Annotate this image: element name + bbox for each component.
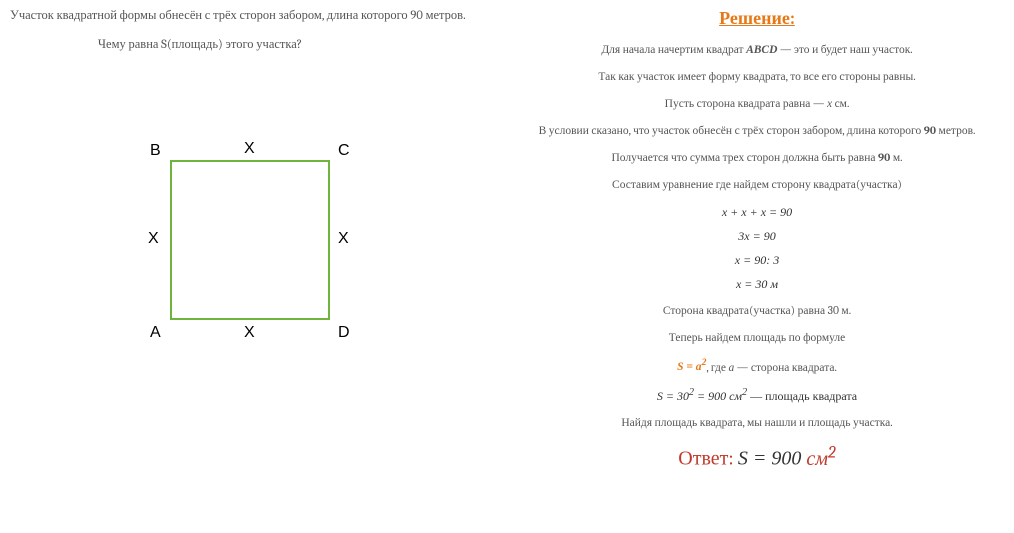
solution-heading: Решение: bbox=[510, 8, 1004, 29]
solution-line-10: Найдя площадь квадрата, мы нашли и площа… bbox=[510, 416, 1004, 431]
solution-line-7: Сторона квадрата(участка) равна 30 м. bbox=[510, 304, 1004, 319]
text: Получается что сумма трех сторон должна … bbox=[612, 151, 879, 164]
side-label-bottom: X bbox=[244, 324, 255, 342]
text: Пусть сторона квадрата равна — bbox=[665, 97, 827, 110]
answer-line: Ответ: S = 900 см2 bbox=[510, 443, 1004, 471]
equation-1: x + x + x = 90 bbox=[510, 205, 1004, 220]
solution-line-3: Пусть сторона квадрата равна — x см. bbox=[510, 97, 1004, 112]
side-label-right: X bbox=[338, 230, 349, 248]
text: — сторона квадрата. bbox=[734, 360, 837, 373]
bold-text: 90 bbox=[878, 151, 890, 164]
solution-column: Решение: Для начала начертим квадрат ABC… bbox=[500, 0, 1014, 533]
text: , где bbox=[706, 360, 728, 373]
equation-4: x = 30 м bbox=[510, 277, 1004, 292]
solution-line-1: Для начала начертим квадрат ABCD — это и… bbox=[510, 43, 1004, 58]
text: S = 30 bbox=[657, 389, 689, 403]
solution-line-5: Получается что сумма трех сторон должна … bbox=[510, 151, 1004, 166]
answer-value: S = 900 bbox=[738, 448, 807, 470]
text: = 900 см bbox=[694, 389, 742, 403]
text: В условии сказано, что участок обнесён с… bbox=[539, 124, 924, 137]
solution-line-8: Теперь найдем площадь по формуле bbox=[510, 331, 1004, 346]
vertex-C: C bbox=[338, 142, 350, 160]
square-shape bbox=[170, 160, 330, 320]
text: см bbox=[806, 447, 828, 470]
vertex-B: B bbox=[150, 142, 161, 160]
text: Для начала начертим квадрат bbox=[601, 43, 746, 56]
problem-column: Участок квадратной формы обнесён с трёх … bbox=[0, 0, 500, 533]
side-label-top: X bbox=[244, 140, 255, 158]
text: — площадь квадрата bbox=[747, 389, 857, 403]
text: метров. bbox=[936, 124, 975, 137]
text: см. bbox=[832, 97, 849, 110]
solution-line-2: Так как участок имеет форму квадрата, то… bbox=[510, 70, 1004, 85]
bold-text: ABCD bbox=[746, 44, 777, 56]
equation-5: S = 302 = 900 см2 — площадь квадрата bbox=[510, 387, 1004, 404]
vertex-D: D bbox=[338, 324, 350, 342]
problem-text-line1: Участок квадратной формы обнесён с трёх … bbox=[10, 8, 490, 23]
text: — это и будет наш участок. bbox=[777, 43, 912, 56]
bold-text: 90 bbox=[924, 124, 936, 137]
side-label-left: X bbox=[148, 230, 159, 248]
formula-accent: S = a2 bbox=[677, 361, 706, 373]
superscript: 2 bbox=[828, 443, 836, 462]
equation-2: 3x = 90 bbox=[510, 229, 1004, 244]
solution-formula: S = a2, где a — сторона квадрата. bbox=[510, 358, 1004, 376]
vertex-A: A bbox=[150, 324, 161, 342]
answer-label: Ответ: bbox=[678, 447, 738, 470]
text: S = a bbox=[677, 361, 701, 373]
problem-text-line2: Чему равна S(площадь) этого участка? bbox=[10, 37, 390, 52]
equation-3: x = 90: 3 bbox=[510, 253, 1004, 268]
text: м. bbox=[890, 151, 902, 164]
answer-unit: см2 bbox=[806, 447, 835, 470]
solution-line-4: В условии сказано, что участок обнесён с… bbox=[510, 124, 1004, 139]
solution-line-6: Составим уравнение где найдем сторону кв… bbox=[510, 178, 1004, 193]
square-diagram: B C A D X X X X bbox=[120, 142, 380, 362]
